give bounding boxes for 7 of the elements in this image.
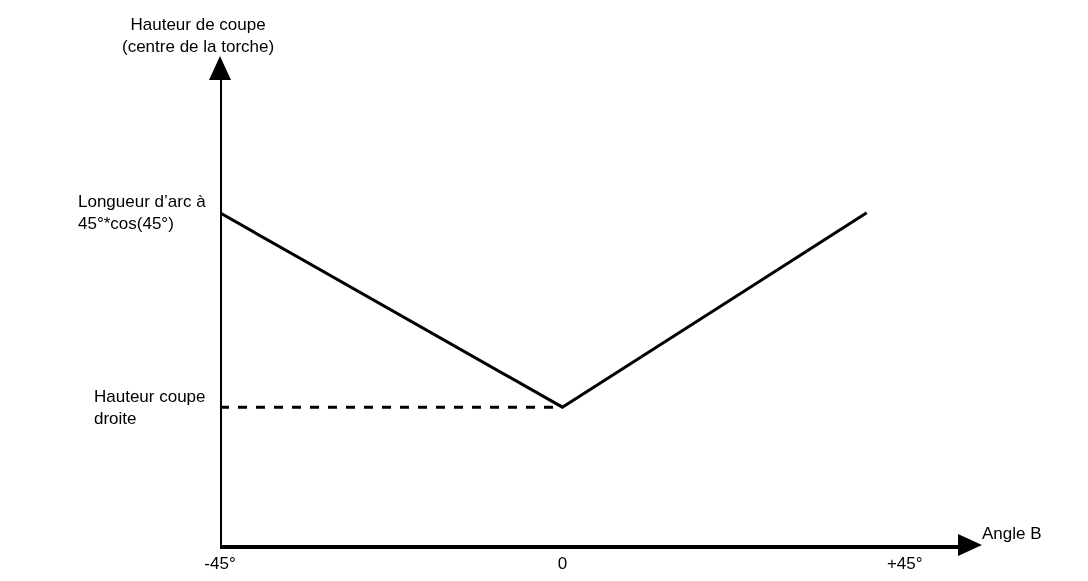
x-axis-title: Angle B: [982, 524, 1042, 543]
x-tick-label: +45°: [886, 554, 923, 574]
annotation: Hauteur coupe droite: [94, 387, 206, 429]
annotation: Longueur d’arc à 45°*cos(45°): [78, 192, 207, 234]
x-tick-label: -45°: [204, 554, 236, 574]
x-tick-label: 0: [557, 554, 568, 574]
text: Hauteur de coupe (centre de la torche): [122, 15, 275, 57]
